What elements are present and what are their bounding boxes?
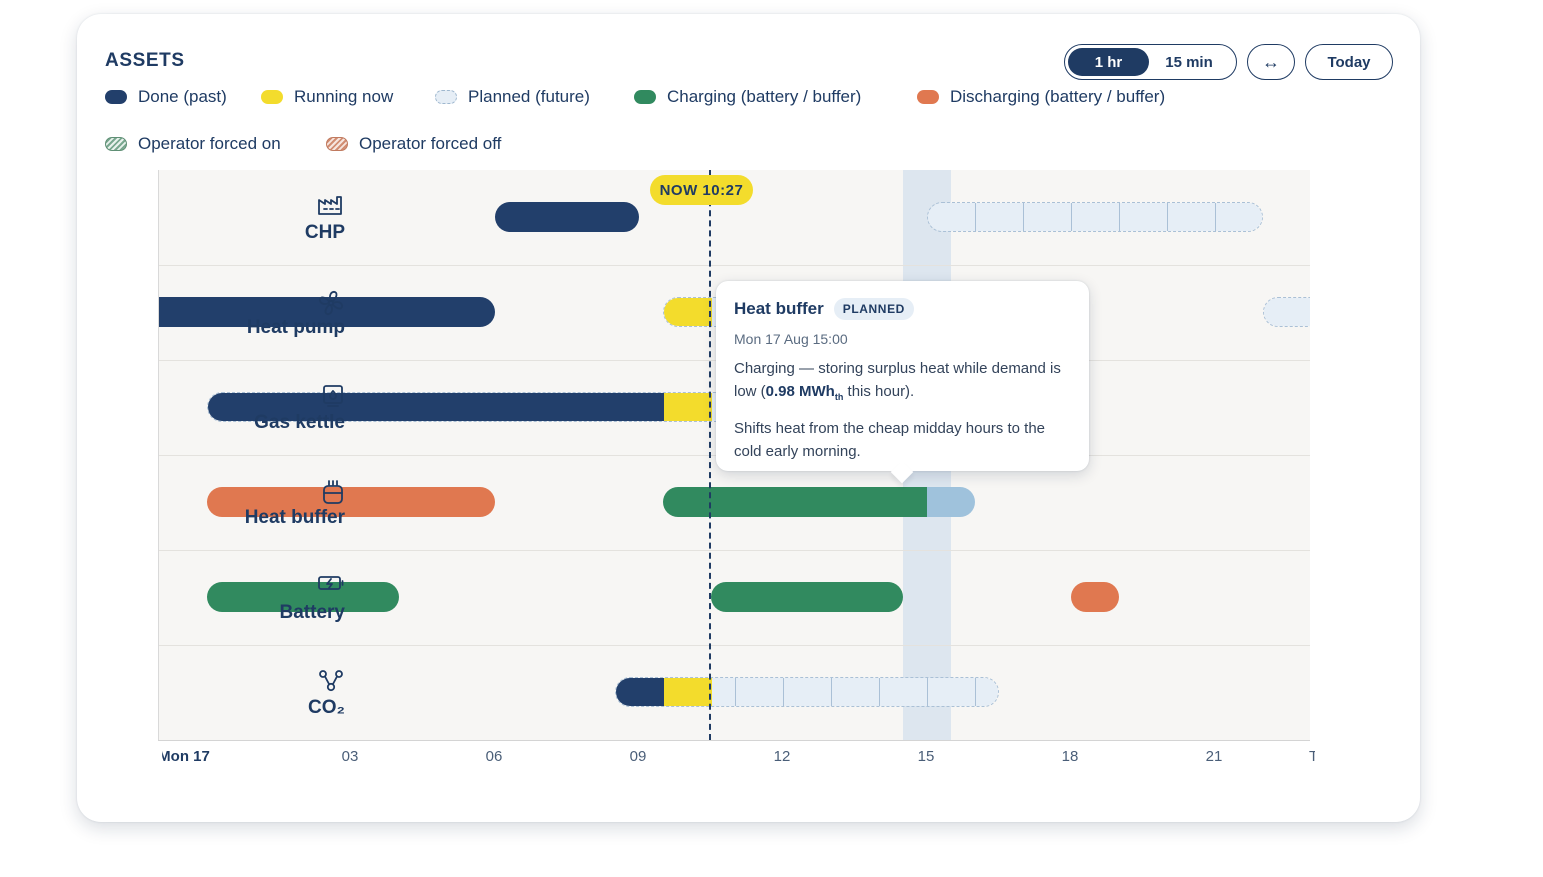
- legend-swatch: [634, 90, 656, 104]
- legend-label: Done (past): [138, 87, 227, 106]
- legend-item: Discharging (battery / buffer): [917, 87, 1165, 107]
- resolution-15min-button[interactable]: 15 min: [1165, 53, 1213, 71]
- bar-segment-planned: [928, 203, 1262, 231]
- legend-swatch: [105, 90, 127, 104]
- flame-box-icon: [195, 384, 345, 412]
- legend-item: Running now: [261, 87, 393, 107]
- bar-segment-planned: [712, 678, 998, 706]
- legend-item: Charging (battery / buffer): [634, 87, 861, 107]
- legend-label: Discharging (battery / buffer): [950, 87, 1166, 106]
- now-line: [708, 170, 711, 740]
- bar-segment-planned: [1264, 298, 1310, 326]
- legend-item: Planned (future): [435, 87, 590, 107]
- row-label: Battery: [195, 574, 345, 624]
- row-divider: [159, 550, 1310, 551]
- tooltip-title: Heat buffer: [734, 299, 824, 318]
- timeline-bar[interactable]: [207, 582, 399, 612]
- timeline-bar[interactable]: [663, 487, 975, 517]
- legend-label: Planned (future): [468, 87, 590, 106]
- now-marker: NOW 10:27: [649, 175, 754, 205]
- axis-tick-label: 06: [485, 748, 503, 765]
- timeline-bar[interactable]: [1263, 297, 1310, 327]
- bar-segment-running: [664, 393, 712, 421]
- row-label: Gas kettle: [195, 384, 345, 434]
- molecule-icon: [195, 669, 345, 697]
- row-label: Heat buffer: [195, 479, 345, 529]
- bar-segment-done: [159, 297, 495, 327]
- legend-label: Charging (battery / buffer): [667, 87, 862, 106]
- resolution-1hr-button[interactable]: 1 hr: [1068, 48, 1149, 76]
- tooltip-note: Shifts heat from the cheap midday hours …: [734, 420, 1046, 460]
- horizontal-arrows-icon: ↔: [1262, 51, 1280, 72]
- legend-swatch: [917, 90, 939, 104]
- bar-segment-charging: [207, 582, 399, 612]
- row-name: Heat pump: [246, 317, 345, 338]
- axis-tick-label: 09: [629, 748, 647, 765]
- legend-item: Operator forced on: [105, 134, 281, 154]
- timeline-bar[interactable]: [927, 202, 1263, 232]
- tooltip-date: Mon 17 Aug 15:00: [734, 331, 848, 347]
- row-divider: [159, 645, 1310, 646]
- resolution-toggle[interactable]: 1 hr 15 min: [1064, 44, 1237, 80]
- axis-line: [158, 740, 1310, 741]
- row-name: Battery: [279, 602, 345, 623]
- row-name: Heat buffer: [244, 507, 345, 528]
- bar-segment-done: [495, 202, 639, 232]
- timeline-bar[interactable]: [159, 297, 495, 327]
- legend-swatch: [435, 90, 457, 104]
- axis-tick-label: 18: [1061, 748, 1079, 765]
- bar-segment-done: [208, 393, 664, 421]
- axis-tick-label: 12: [773, 748, 791, 765]
- axis-tick-label: Mon 17: [158, 748, 210, 765]
- legend-swatch: [105, 137, 127, 151]
- buffer-tank-icon: [195, 479, 345, 507]
- bar-segment-selected: [927, 487, 975, 517]
- timeline-plot: [158, 170, 1310, 740]
- row-label: CO₂: [195, 669, 345, 719]
- battery-icon: [195, 574, 345, 602]
- bar-segment-done: [616, 678, 664, 706]
- axis-tick-label: 21: [1205, 748, 1223, 765]
- segment-tooltip: Heat buffer PLANNED Mon 17 Aug 15:00 Cha…: [716, 281, 1089, 471]
- row-name: CO₂: [308, 697, 345, 718]
- factory-icon: [195, 194, 345, 222]
- row-name: CHP: [304, 222, 345, 243]
- bar-segment-charging: [663, 487, 927, 517]
- legend-label: Operator forced on: [138, 134, 281, 153]
- bar-segment-discharging: [207, 487, 495, 517]
- bar-segment-running: [664, 678, 712, 706]
- legend-item: Operator forced off: [326, 134, 501, 154]
- axis-tick-label: T: [1309, 748, 1315, 765]
- row-label: CHP: [195, 194, 345, 244]
- timeline-bar[interactable]: [495, 202, 639, 232]
- tooltip-energy-value: 0.98 MWh: [765, 383, 835, 400]
- tooltip-status-badge: PLANNED: [833, 298, 914, 320]
- panel-title: ASSETS: [105, 50, 185, 71]
- row-label: Heat pump: [195, 289, 345, 339]
- tooltip-description: Charging — storing surplus heat while de…: [734, 360, 1061, 402]
- timeline-bar[interactable]: [207, 487, 495, 517]
- row-divider: [159, 265, 1310, 266]
- row-name: Gas kettle: [254, 412, 345, 433]
- bar-segment-running: [664, 298, 712, 326]
- expand-range-button[interactable]: ↔: [1247, 44, 1295, 80]
- legend-swatch: [326, 137, 348, 151]
- axis-tick-label: 15: [917, 748, 935, 765]
- legend-item: Done (past): [105, 87, 227, 107]
- legend-swatch: [261, 90, 283, 104]
- legend-label: Running now: [294, 87, 394, 106]
- bar-segment-charging: [711, 582, 903, 612]
- legend-label: Operator forced off: [359, 134, 502, 153]
- fan-icon: [195, 289, 345, 317]
- timeline-bar[interactable]: [711, 582, 903, 612]
- axis-tick-label: 03: [341, 748, 359, 765]
- timeline-bar[interactable]: [615, 677, 999, 707]
- bar-segment-discharging: [1071, 582, 1119, 612]
- today-button[interactable]: Today: [1305, 44, 1393, 80]
- timeline-bar[interactable]: [1071, 582, 1119, 612]
